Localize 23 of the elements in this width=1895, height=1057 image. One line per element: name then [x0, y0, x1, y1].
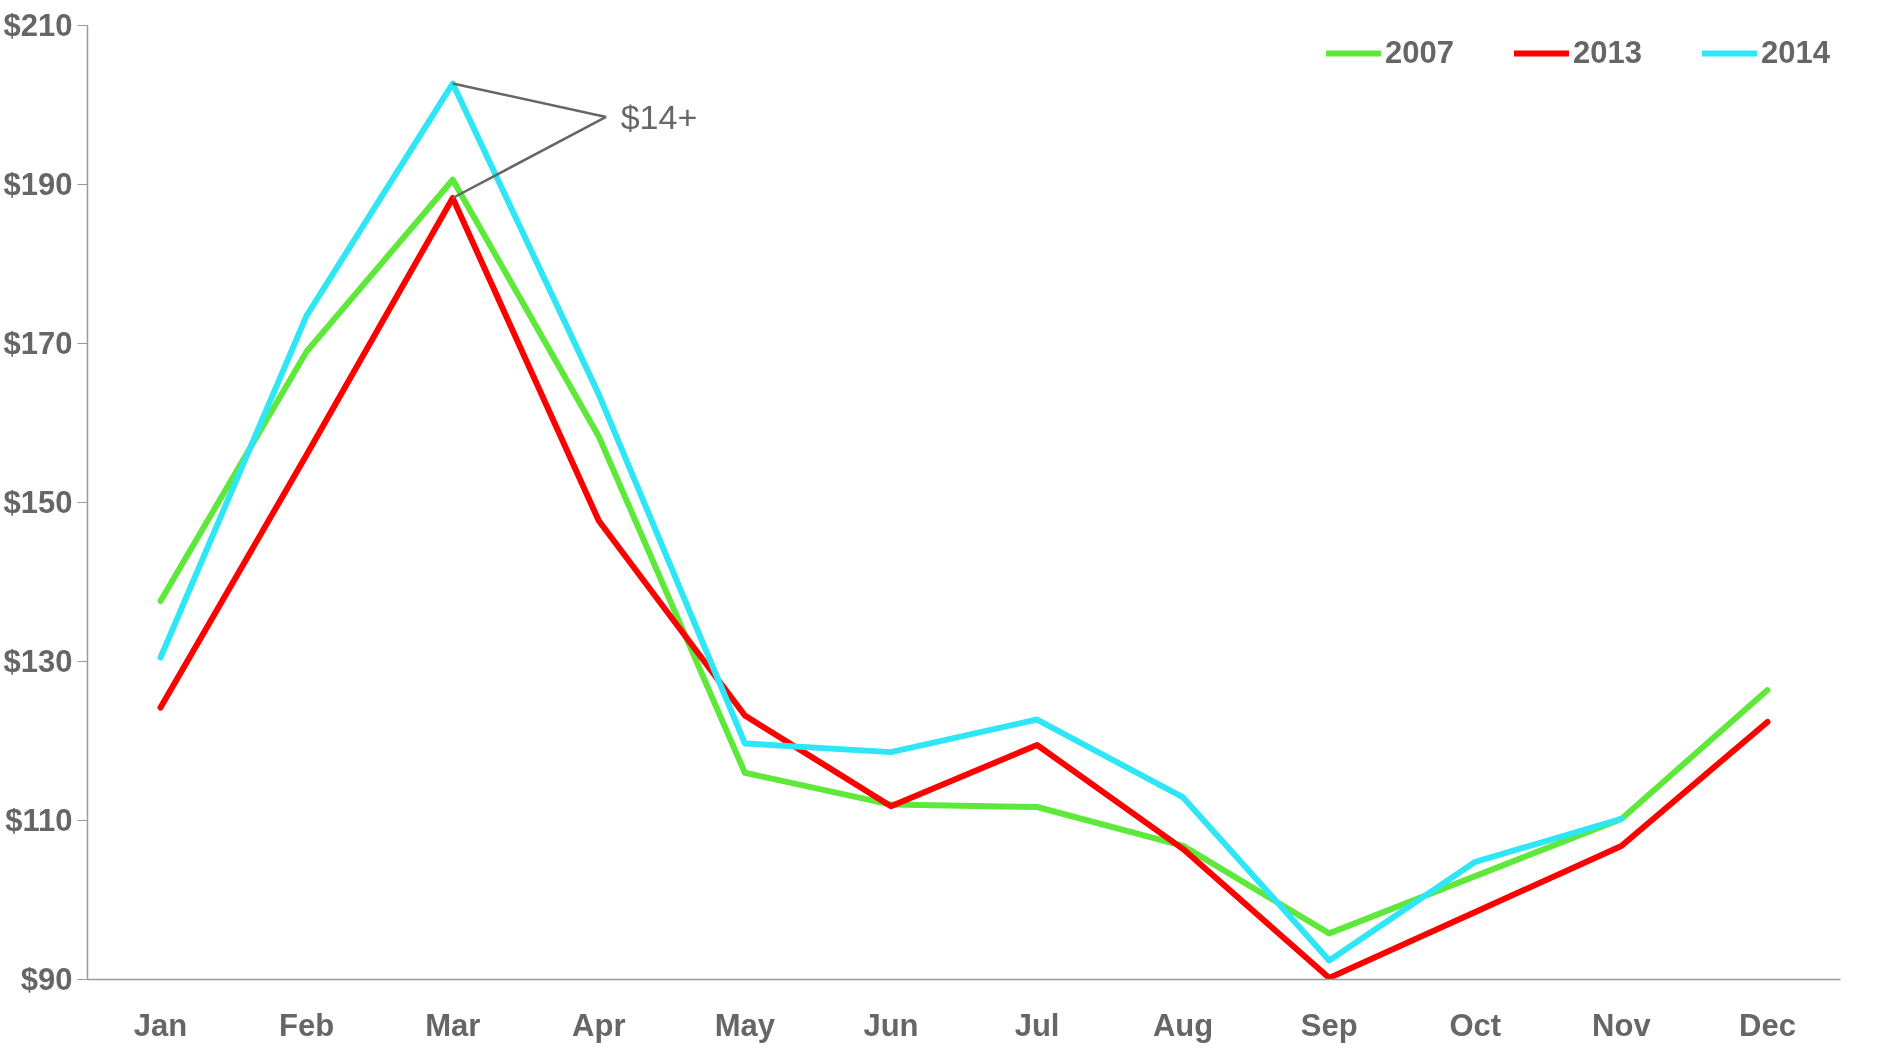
- x-tick-label: Nov: [1592, 1007, 1652, 1043]
- annotation: $14+: [620, 97, 698, 136]
- y-tick-label: $90: [20, 962, 73, 997]
- x-tick-label: Feb: [279, 1007, 335, 1043]
- x-tick-label: Mar: [425, 1007, 481, 1043]
- x-tick-label: Jul: [1014, 1007, 1060, 1043]
- x-tick-label: Jan: [133, 1007, 188, 1043]
- x-tick-label: Aug: [1153, 1007, 1214, 1043]
- x-tick-label: Apr: [572, 1007, 626, 1043]
- x-tick-label: Dec: [1739, 1007, 1796, 1043]
- x-tick-label: Sep: [1300, 1007, 1358, 1043]
- y-tick-label: $110: [5, 803, 73, 838]
- y-tick-label: $190: [3, 167, 73, 202]
- x-tick-label: May: [714, 1007, 776, 1043]
- x-tick-label: Jun: [863, 1007, 919, 1043]
- legend-label: 2007: [1385, 35, 1455, 71]
- legend-label: 2014: [1761, 35, 1830, 71]
- y-tick-label: $130: [3, 644, 73, 679]
- y-tick-label: $170: [3, 326, 73, 361]
- y-tick-label: $210: [3, 8, 73, 43]
- y-tick-label: $150: [3, 485, 73, 520]
- x-tick-label: Oct: [1449, 1007, 1502, 1043]
- legend-label: 2013: [1573, 35, 1643, 71]
